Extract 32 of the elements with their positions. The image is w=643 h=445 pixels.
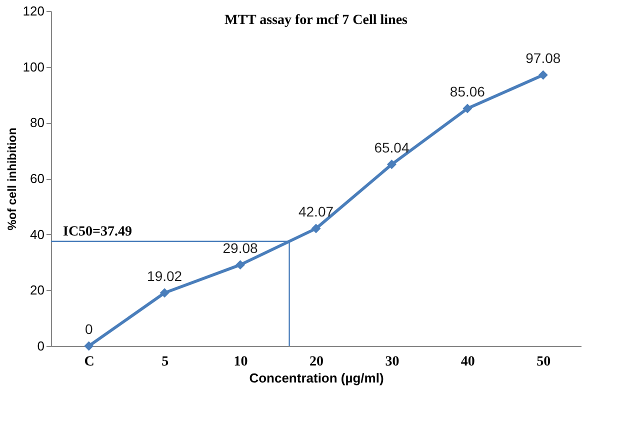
data-label: 97.08	[526, 50, 561, 66]
x-tick-label: 5	[162, 354, 169, 370]
x-tick-label: C	[84, 354, 94, 370]
x-tick-label: 20	[310, 354, 324, 370]
point	[160, 288, 170, 298]
data-label: 19.02	[147, 268, 182, 284]
x-tick-label: 10	[234, 354, 248, 370]
data-label: 42.07	[298, 204, 334, 220]
y-tick-label: 100	[22, 59, 44, 74]
point	[386, 160, 396, 170]
y-tick-label: 40	[30, 226, 44, 242]
data-label: 0	[84, 321, 93, 337]
y-tick-label: 0	[37, 338, 44, 354]
x-tick-label: 30	[385, 354, 400, 370]
x-tick-label: 40	[460, 354, 475, 370]
x-axis-title: Concentration (µg/ml)	[249, 370, 384, 386]
ref-line-label: IC50=37.49	[63, 224, 132, 240]
data-label: 29.08	[222, 240, 258, 256]
y-tick-label: 120	[22, 4, 44, 18]
y-tick-label: 80	[30, 115, 44, 130]
x-tick-label: 50	[536, 354, 551, 370]
point	[462, 104, 472, 114]
point	[236, 260, 246, 270]
point	[538, 70, 548, 80]
y-tick-label: 60	[30, 171, 44, 186]
data-label: 65.04	[374, 139, 410, 156]
y-axis-title: %of cell inhibition	[4, 128, 19, 230]
chart-title: MTT assay for mcf 7 Cell lines	[224, 13, 408, 28]
y-tick-label: 20	[30, 282, 44, 298]
data-label: 85.06	[450, 84, 486, 100]
point	[84, 341, 94, 351]
point	[311, 224, 321, 234]
